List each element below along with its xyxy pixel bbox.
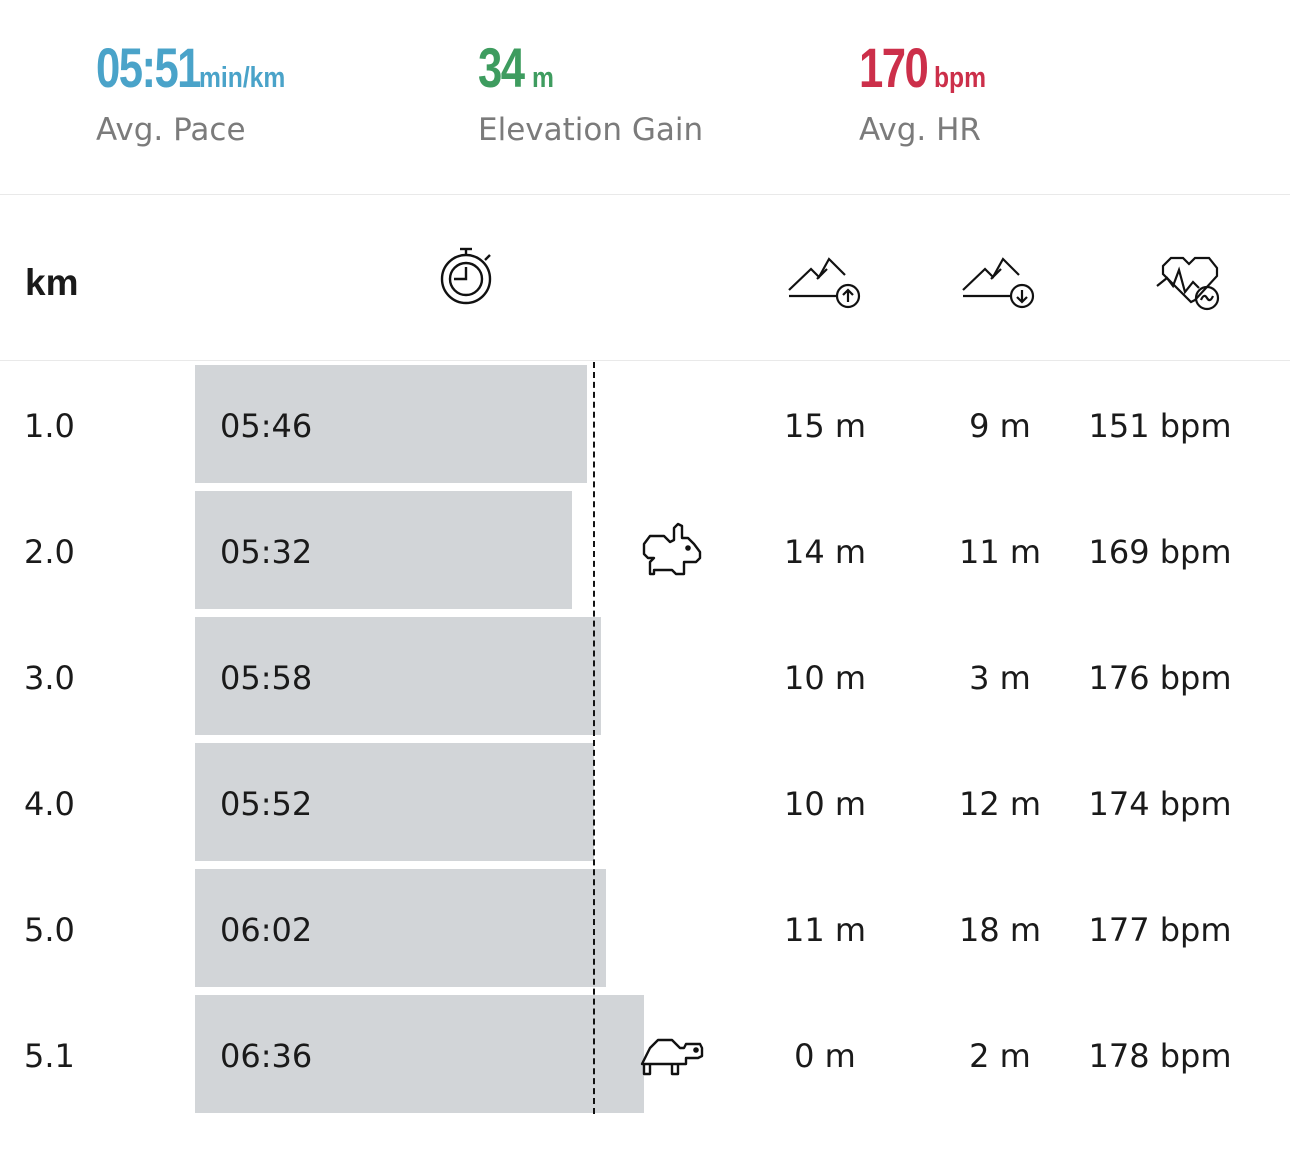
split-pace: 06:36 xyxy=(220,1037,313,1075)
split-km: 1.0 xyxy=(24,407,75,445)
pace-bar xyxy=(195,995,644,1113)
elevation-ascent-icon xyxy=(788,257,861,309)
split-descent: 9 m xyxy=(969,407,1031,445)
split-km: 3.0 xyxy=(24,659,75,697)
split-hr: 178 bpm xyxy=(1088,1037,1232,1075)
split-ascent: 10 m xyxy=(783,659,867,697)
turtle-icon xyxy=(640,1038,704,1076)
rabbit-icon xyxy=(642,522,702,576)
split-km: 2.0 xyxy=(24,533,75,571)
avg-hr-value: 170 xyxy=(859,36,929,99)
avg-pace-label: Avg. Pace xyxy=(96,112,246,148)
split-hr: 174 bpm xyxy=(1088,785,1232,823)
elevation-gain-value: 34 xyxy=(478,36,525,99)
avg-pace-value: 05:51 xyxy=(96,36,201,99)
pace-bar xyxy=(195,869,606,987)
split-ascent: 11 m xyxy=(783,911,867,949)
summary-divider xyxy=(0,194,1290,195)
split-pace: 05:52 xyxy=(220,785,313,823)
heart-rate-icon xyxy=(1156,256,1220,311)
split-km: 5.0 xyxy=(24,911,75,949)
avg-pace-marker-line xyxy=(593,362,595,1114)
pace-bar xyxy=(195,617,601,735)
split-pace: 05:46 xyxy=(220,407,313,445)
split-km: 5.1 xyxy=(24,1037,75,1075)
elevation-gain-unit: m xyxy=(532,62,555,94)
split-pace: 05:58 xyxy=(220,659,313,697)
split-hr: 169 bpm xyxy=(1088,533,1232,571)
split-km: 4.0 xyxy=(24,785,75,823)
avg-hr-unit: bpm xyxy=(934,62,987,94)
split-pace: 05:32 xyxy=(220,533,313,571)
split-descent: 12 m xyxy=(958,785,1042,823)
split-pace: 06:02 xyxy=(220,911,313,949)
elevation-descent-icon xyxy=(962,257,1035,309)
split-descent: 18 m xyxy=(958,911,1042,949)
split-row[interactable]: 3.0 05:58 10 m 3 m 176 bpm xyxy=(0,614,1290,740)
split-row[interactable]: 1.0 05:46 15 m 9 m 151 bpm xyxy=(0,362,1290,488)
split-row[interactable]: 4.0 05:52 10 m 12 m 174 bpm xyxy=(0,740,1290,866)
split-row[interactable]: 2.0 05:32 14 m 11 m 169 bpm xyxy=(0,488,1290,614)
avg-hr-label: Avg. HR xyxy=(859,112,981,148)
split-ascent: 0 m xyxy=(794,1037,856,1075)
split-descent: 2 m xyxy=(969,1037,1031,1075)
pace-bar xyxy=(195,743,595,861)
avg-pace-unit: min/km xyxy=(199,62,286,94)
elevation-gain-label: Elevation Gain xyxy=(478,112,704,148)
elevation-gain-stat: 34 m Elevation Gain xyxy=(478,36,704,149)
split-descent: 3 m xyxy=(969,659,1031,697)
header-divider xyxy=(0,360,1290,361)
split-descent: 11 m xyxy=(958,533,1042,571)
avg-pace-stat: 05:51min/km Avg. Pace xyxy=(96,36,301,149)
km-column-header: km xyxy=(25,262,79,303)
split-ascent: 14 m xyxy=(783,533,867,571)
split-row[interactable]: 5.1 06:36 0 m 2 m 178 bpm xyxy=(0,992,1290,1118)
avg-hr-stat: 170 bpm Avg. HR xyxy=(859,36,996,149)
pace-bar xyxy=(195,491,572,609)
split-hr: 177 bpm xyxy=(1088,911,1232,949)
stopwatch-icon xyxy=(440,247,492,305)
split-ascent: 15 m xyxy=(783,407,867,445)
split-ascent: 10 m xyxy=(783,785,867,823)
split-row[interactable]: 5.0 06:02 11 m 18 m 177 bpm xyxy=(0,866,1290,992)
pace-bar xyxy=(195,365,588,483)
split-hr: 176 bpm xyxy=(1088,659,1232,697)
split-hr: 151 bpm xyxy=(1088,407,1232,445)
